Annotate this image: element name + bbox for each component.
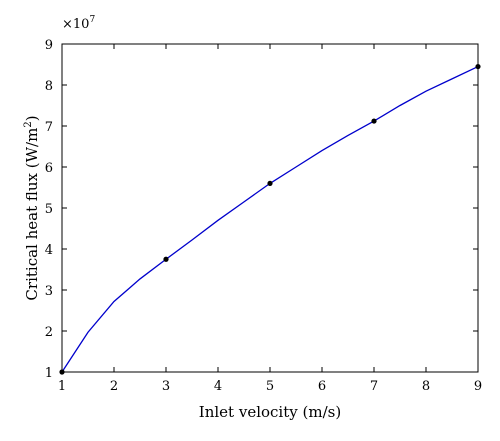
x-tick-label: 1 (58, 379, 66, 394)
data-point (371, 118, 377, 124)
x-tick-label: 6 (318, 379, 326, 394)
y-scale-exponent: 7 (89, 15, 95, 25)
y-tick-label: 8 (45, 79, 53, 94)
ticks (61, 43, 479, 373)
x-tick-label: 5 (266, 379, 274, 394)
y-axis-title-superscript: 2 (23, 121, 34, 127)
y-tick-label: 7 (45, 120, 53, 135)
data-point (267, 180, 273, 186)
x-tick-label: 4 (214, 379, 222, 394)
y-tick-label: 4 (45, 243, 53, 258)
y-tick-label: 1 (45, 366, 53, 381)
y-tick-label: 2 (45, 325, 53, 340)
data-markers (59, 63, 481, 375)
data-point (163, 256, 169, 262)
y-tick-label: 6 (45, 161, 53, 176)
data-point (475, 63, 481, 70)
plot-area (61, 43, 479, 373)
y-tick-label: 5 (45, 202, 53, 217)
data-point (59, 369, 65, 375)
x-tick-label: 8 (422, 379, 430, 394)
y-axis-title: Critical heat flux (W/m2) (23, 115, 41, 300)
y-axis-title-close: ) (23, 115, 41, 121)
tick-labels: 1 2 3 4 5 6 7 8 9 1 2 3 4 5 6 7 8 9 (45, 38, 482, 394)
y-scale-label: ×107 (62, 15, 95, 32)
x-tick-label: 7 (370, 379, 378, 394)
x-tick-label: 3 (162, 379, 170, 394)
x-axis-title: Inlet velocity (m/s) (199, 403, 341, 421)
y-tick-label: 9 (45, 38, 53, 53)
y-tick-label: 3 (45, 284, 53, 299)
x-tick-label: 9 (474, 379, 482, 394)
x-tick-label: 2 (110, 379, 118, 394)
